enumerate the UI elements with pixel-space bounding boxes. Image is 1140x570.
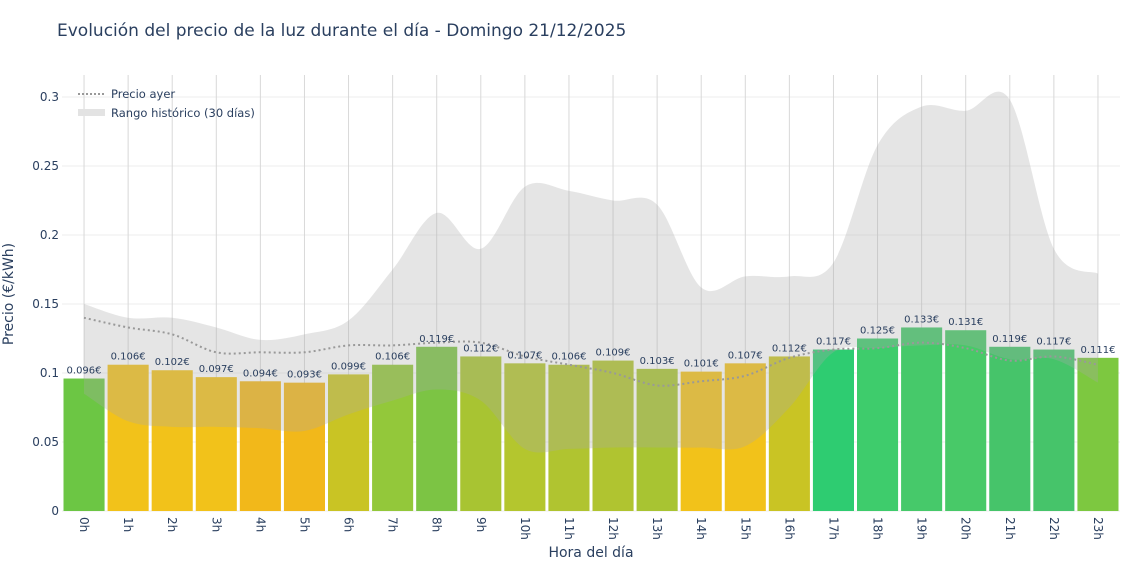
bar bbox=[636, 368, 678, 511]
data-label: 0.099€ bbox=[331, 361, 366, 372]
x-tick-label: 22h bbox=[1047, 517, 1061, 540]
data-label: 0.093€ bbox=[287, 370, 322, 381]
data-label: 0.097€ bbox=[199, 364, 234, 375]
x-tick-label: 2h bbox=[165, 517, 179, 532]
legend-item-yesterday[interactable]: Precio ayer bbox=[111, 87, 175, 101]
bar bbox=[901, 327, 943, 511]
x-tick-label: 13h bbox=[650, 517, 664, 540]
bar bbox=[328, 374, 370, 511]
data-label: 0.112€ bbox=[463, 343, 498, 354]
bar bbox=[1033, 349, 1075, 511]
y-tick-label: 0.25 bbox=[32, 159, 59, 173]
data-label: 0.103€ bbox=[640, 356, 675, 367]
x-tick-label: 0h bbox=[77, 517, 91, 532]
bar bbox=[107, 364, 149, 511]
x-tick-label: 12h bbox=[606, 517, 620, 540]
data-label: 0.106€ bbox=[375, 352, 410, 363]
x-tick-label: 6h bbox=[342, 517, 356, 532]
bar bbox=[812, 349, 854, 511]
data-label: 0.096€ bbox=[67, 366, 102, 377]
data-label: 0.125€ bbox=[860, 326, 895, 337]
bar bbox=[195, 377, 237, 511]
x-tick-label: 14h bbox=[694, 517, 708, 540]
data-label: 0.107€ bbox=[507, 350, 542, 361]
bar bbox=[372, 364, 414, 511]
data-label: 0.119€ bbox=[419, 334, 454, 345]
bar bbox=[151, 370, 193, 511]
y-tick-label: 0.3 bbox=[40, 90, 59, 104]
legend[interactable]: Precio ayer Rango histórico (30 días) bbox=[78, 87, 255, 120]
bar bbox=[416, 346, 458, 511]
yesterday-price-line bbox=[83, 316, 1099, 387]
data-label: 0.106€ bbox=[111, 352, 146, 363]
bar bbox=[680, 371, 722, 511]
data-label: 0.117€ bbox=[1036, 337, 1071, 348]
data-label: 0.111€ bbox=[1080, 345, 1115, 356]
bar bbox=[989, 346, 1031, 511]
bar bbox=[724, 363, 766, 511]
x-tick-label: 23h bbox=[1091, 517, 1105, 540]
bar bbox=[1077, 357, 1119, 511]
historical-range-band bbox=[84, 91, 1098, 453]
data-label: 0.107€ bbox=[728, 350, 763, 361]
x-axis-label: Hora del día bbox=[548, 545, 633, 561]
x-tick-label: 19h bbox=[915, 517, 929, 540]
bar bbox=[460, 356, 502, 511]
bar bbox=[945, 330, 987, 511]
chart-title: Evolución del precio de la luz durante e… bbox=[57, 21, 627, 41]
bar bbox=[504, 363, 546, 511]
data-label: 0.112€ bbox=[772, 343, 807, 354]
x-tick-label: 17h bbox=[826, 517, 840, 540]
x-tick-label: 9h bbox=[474, 517, 488, 532]
data-label: 0.133€ bbox=[904, 314, 939, 325]
x-tick-label: 7h bbox=[386, 517, 400, 532]
x-tick-label: 21h bbox=[1003, 517, 1017, 540]
y-tick-label: 0.1 bbox=[40, 366, 59, 380]
x-tick-label: 10h bbox=[518, 517, 532, 540]
x-tick-label: 4h bbox=[253, 517, 267, 532]
data-label: 0.102€ bbox=[155, 357, 190, 368]
x-tick-label: 16h bbox=[782, 517, 796, 540]
y-tick-label: 0.15 bbox=[32, 297, 59, 311]
bar bbox=[283, 382, 325, 511]
y-tick-label: 0 bbox=[51, 504, 59, 518]
y-tick-label: 0.05 bbox=[32, 435, 59, 449]
data-label: 0.117€ bbox=[816, 337, 851, 348]
data-label: 0.094€ bbox=[243, 368, 278, 379]
data-label: 0.119€ bbox=[992, 334, 1027, 345]
x-tick-label: 1h bbox=[121, 517, 135, 532]
bar bbox=[857, 338, 899, 511]
x-tick-label: 20h bbox=[959, 517, 973, 540]
bar bbox=[768, 356, 810, 511]
bar bbox=[63, 378, 105, 511]
bar bbox=[239, 381, 281, 511]
data-label: 0.101€ bbox=[684, 359, 719, 370]
x-tick-label: 15h bbox=[738, 517, 752, 540]
bar bbox=[592, 360, 634, 511]
x-tick-label: 5h bbox=[297, 517, 311, 532]
y-axis-label: Precio (€/kWh) bbox=[1, 243, 17, 345]
x-tick-label: 3h bbox=[209, 517, 223, 532]
bar bbox=[548, 364, 590, 511]
data-label: 0.109€ bbox=[596, 348, 631, 359]
legend-item-range[interactable]: Rango histórico (30 días) bbox=[111, 106, 255, 120]
y-tick-label: 0.2 bbox=[40, 228, 59, 242]
x-tick-label: 8h bbox=[430, 517, 444, 532]
data-label: 0.106€ bbox=[551, 352, 586, 363]
x-tick-label: 18h bbox=[871, 517, 885, 540]
data-label: 0.131€ bbox=[948, 317, 983, 328]
legend-band-swatch bbox=[78, 109, 105, 116]
x-tick-label: 11h bbox=[562, 517, 576, 540]
